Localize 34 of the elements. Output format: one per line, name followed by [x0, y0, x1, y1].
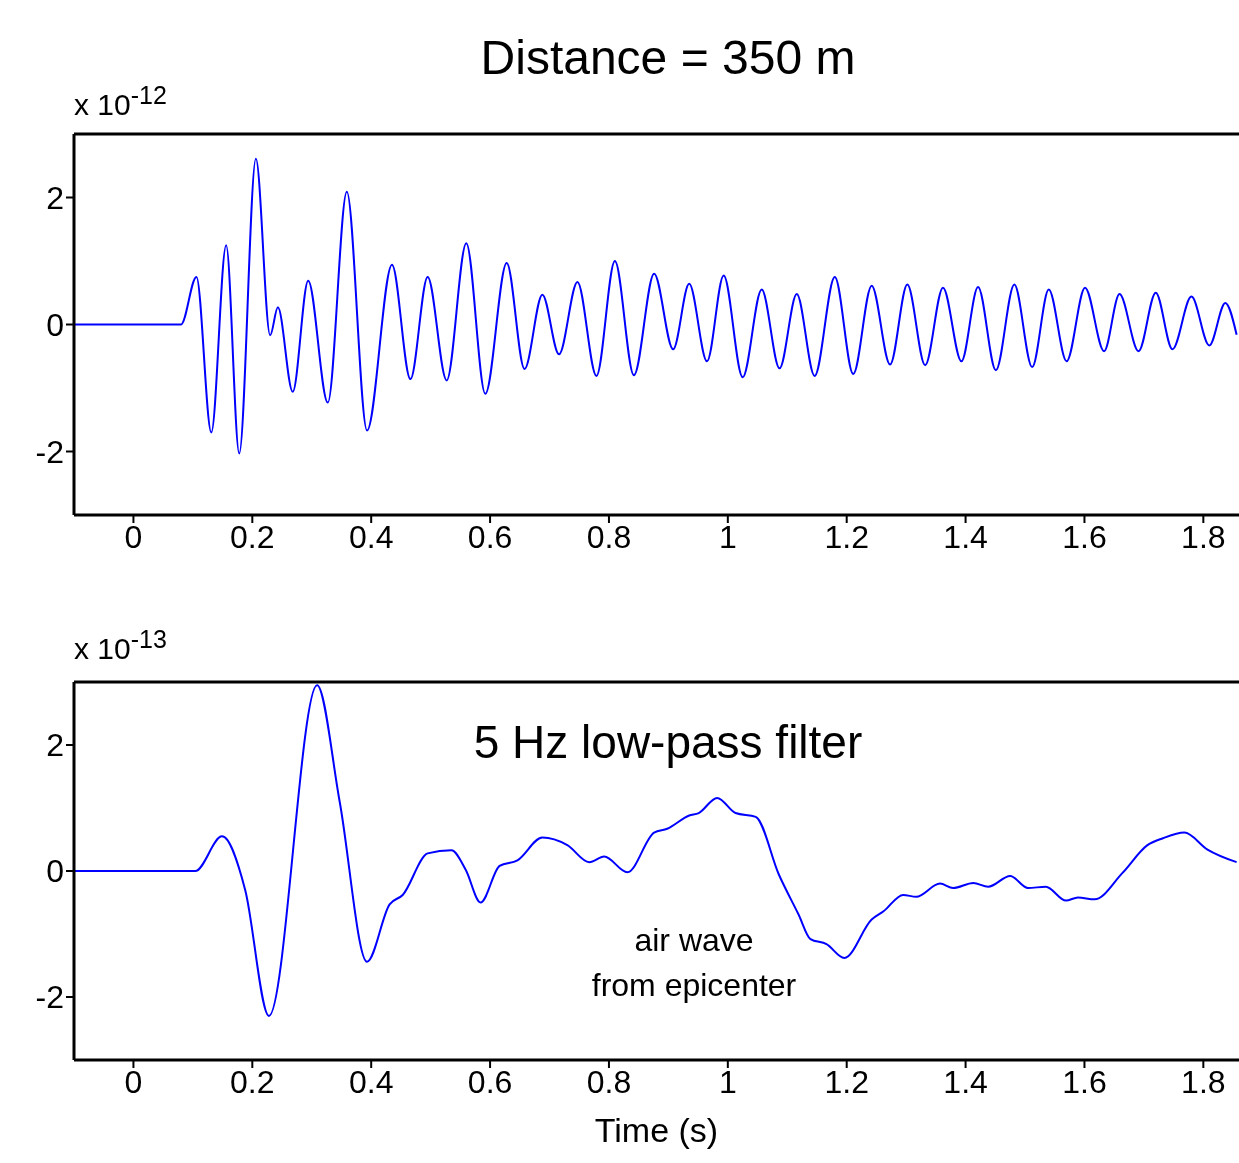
x-tick-label: 1.2: [824, 1063, 869, 1100]
x-tick-label: 0.8: [586, 1063, 632, 1100]
y-tick-label: -2: [35, 979, 64, 1016]
y-tick-label: -2: [35, 433, 64, 470]
annotation: air wave from epicenter: [590, 921, 798, 1005]
text: x 10$^{-12}$: [74, 80, 167, 123]
annotation: 5 Hz low-pass filter: [472, 715, 864, 770]
y-tick-label: 0: [46, 853, 64, 890]
text: x 10$^{-13}$: [74, 624, 167, 667]
x-tick-label: 0.4: [348, 1063, 394, 1100]
x-tick-label: 0.4: [348, 518, 394, 555]
x-tick-label: 1.6: [1062, 518, 1107, 555]
x-tick-label: 1.6: [1062, 1063, 1107, 1100]
x-axis-title: Time (s): [594, 1111, 719, 1149]
x-tick-label: 1.4: [943, 1063, 988, 1100]
x-tick-label: 0.6: [467, 518, 513, 555]
line-series: [74, 157, 1238, 455]
y-tick-label: 2: [46, 179, 64, 216]
x-tick-label: 1.2: [824, 518, 869, 555]
x-tick-label: 0: [124, 518, 143, 555]
line-series: [74, 684, 1238, 1017]
x-tick-label: 0.8: [586, 518, 632, 555]
x-tick-label: 1.8: [1181, 1063, 1226, 1100]
x-tick-label: 1.8: [1181, 518, 1226, 555]
chart-title: Distance = 350 m: [480, 31, 856, 84]
x-tick-label: 1.4: [943, 518, 988, 555]
x-tick-label: 0.2: [230, 518, 275, 555]
x-tick-label: 0.6: [467, 1063, 513, 1100]
x-tick-label: 1: [718, 518, 737, 555]
y-tick-label: 0: [46, 306, 64, 343]
x-tick-label: 1: [718, 1063, 737, 1100]
x-tick-label: 0.2: [230, 1063, 275, 1100]
x-tick-label: 0: [124, 1063, 143, 1100]
y-tick-label: 2: [46, 727, 64, 764]
